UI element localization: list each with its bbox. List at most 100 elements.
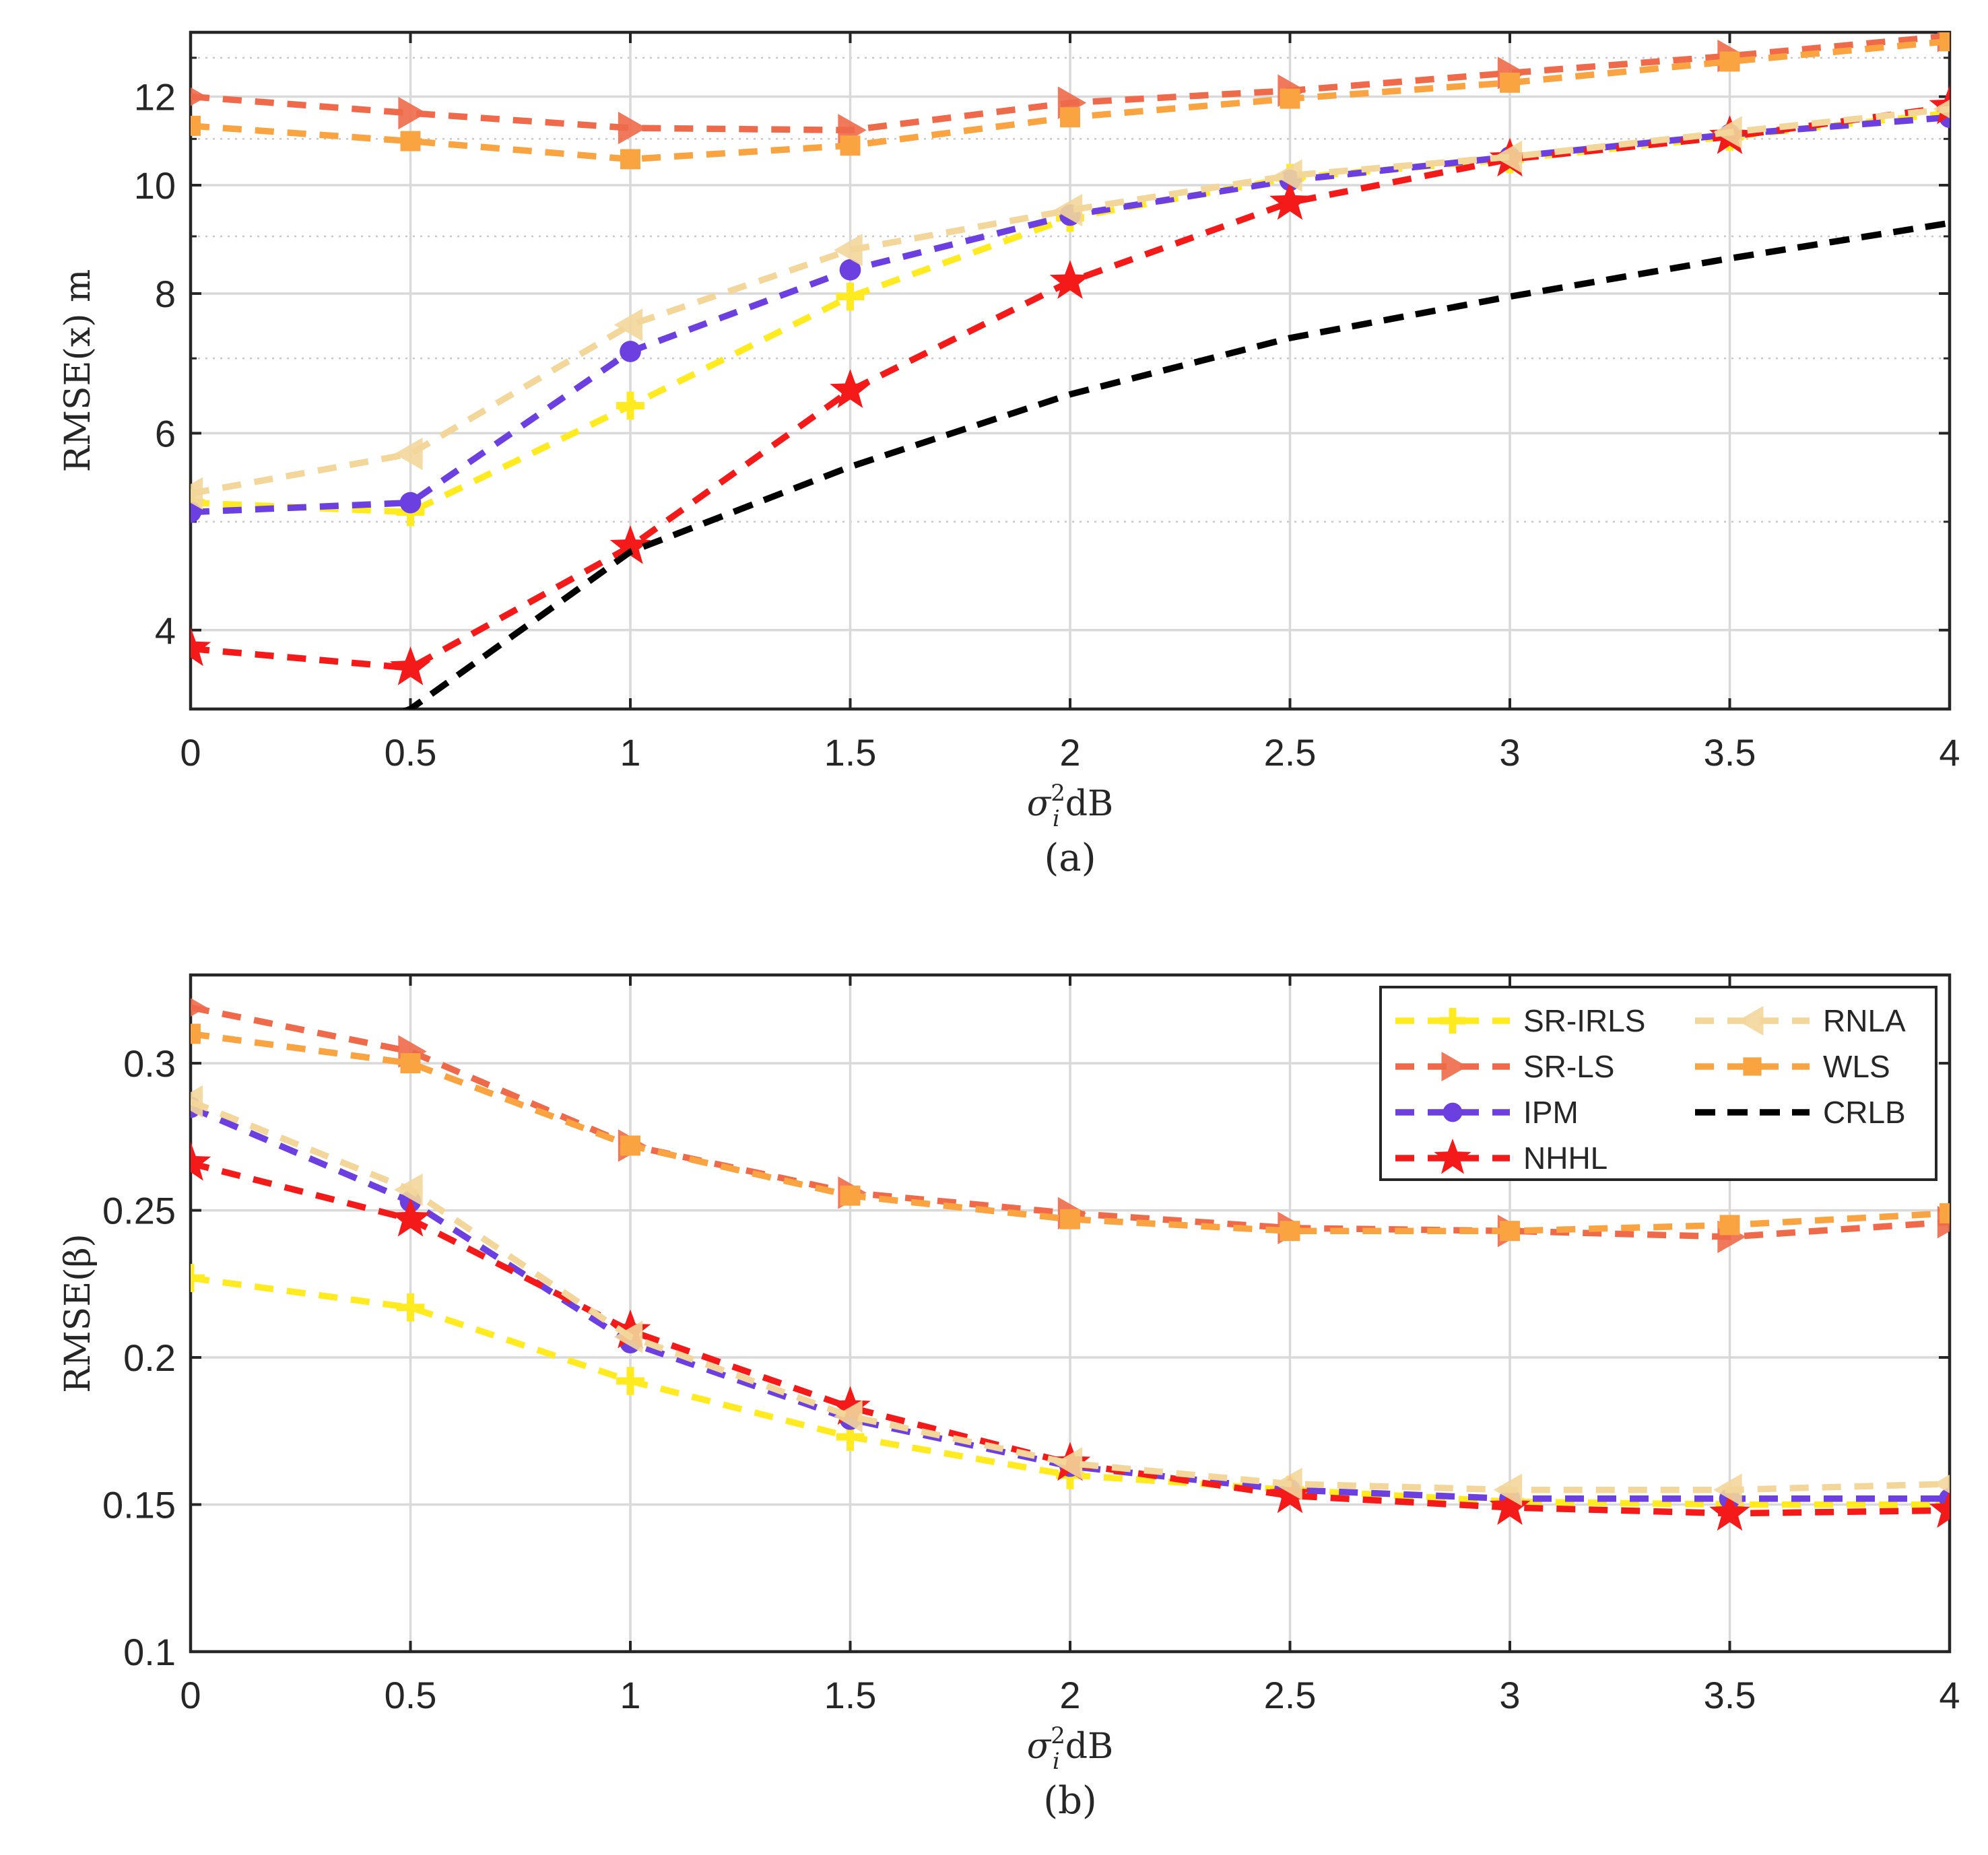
data-point-nhhl [1269,180,1311,220]
y-tick-label: 10 [134,164,176,207]
data-point-nhhl [1709,1491,1750,1531]
x-tick-label: 3 [1499,1674,1520,1716]
series-line-crlb [401,220,1950,709]
series-rnla [191,99,1950,510]
x-tick-label: 4 [1939,1674,1960,1716]
data-point-nhhl [1929,1489,1950,1528]
x-tick-label: 1.5 [824,731,877,774]
series-line-rnla [191,1098,1950,1493]
y-tick-label: 0.2 [123,1337,176,1379]
x-axis-label: σ2 i dB [1027,1722,1114,1775]
data-point-rnla [1053,1447,1083,1480]
series-line-wls [191,1030,1950,1234]
data-point-sr-ls [191,87,207,106]
data-point-ipm [620,341,641,362]
x-tick-label: 1 [620,731,640,774]
legend-item-nhhl: NHHL [1395,1139,1608,1176]
legend-label: CRLB [1823,1095,1906,1130]
data-point-rnla [1713,1473,1742,1506]
data-point-wls [1719,1215,1740,1236]
y-tick-label: 0.3 [123,1042,176,1085]
legend-item-wls: WLS [1695,1049,1890,1084]
legend-item-ipm: IPM [1395,1095,1579,1130]
x-axis-label-symbol: σ [1027,784,1052,824]
y-tick-label: 4 [155,609,176,652]
y-tick-label: 0.1 [123,1631,176,1673]
data-point-wls [1500,72,1520,93]
series-group [191,998,1950,1531]
x-tick-label: 0 [180,731,201,774]
x-axis-label-unit: dB [1065,784,1114,824]
x-axis-label-subscript: i [1053,805,1060,832]
x-tick-label: 3 [1499,731,1520,774]
series-line-rnla [191,106,1950,497]
y-axis-label: RMSE(β) [58,1234,98,1393]
data-point-rnla [834,234,863,267]
series-sr-ls [191,32,1950,147]
data-point-sr-ls [398,96,427,130]
data-point-wls [191,115,201,136]
data-point-wls [1060,107,1080,128]
series-crlb [401,220,1950,709]
data-point-wls [620,1135,640,1156]
data-point-rnla [614,308,643,341]
data-point-rnla [834,1400,863,1433]
x-axis-label-subscript: i [1053,1748,1060,1775]
data-point-nhhl [830,369,871,408]
data-point-rnla [394,1173,423,1207]
data-point-sr-ls [618,111,647,145]
data-point-rnla [1713,116,1742,149]
data-point-nhhl [191,1141,211,1181]
x-tick-label: 0 [180,1674,201,1716]
data-point-wls [1940,32,1950,52]
data-point-rnla [1273,1467,1302,1501]
legend-label: IPM [1523,1095,1579,1130]
data-point-nhhl [830,1386,871,1425]
legend-marker [1440,1008,1465,1034]
y-tick-label: 12 [134,76,176,119]
data-point-wls [1280,1221,1300,1242]
legend-marker [1441,1052,1467,1081]
x-tick-label: 3.5 [1704,1674,1756,1716]
x-tick-label: 1.5 [824,1674,877,1716]
data-point-rnla [1493,140,1523,174]
legend-label: RNLA [1823,1003,1906,1038]
x-tick-label: 4 [1939,731,1960,774]
series-nhhl [191,85,1950,685]
data-point-nhhl [191,627,211,667]
data-point-wls [840,135,861,156]
data-point-rnla [614,1320,643,1353]
series-group [191,32,1950,709]
data-point-rnla [1493,1473,1523,1506]
data-point-rnla [1053,193,1083,227]
grid [189,32,1951,709]
data-point-rnla [1933,99,1950,119]
x-tick-label: 2 [1059,1674,1080,1716]
chart-panel-b: 0 0.5 1 1.5 2 2.5 3 3.5 40.10.150.20.250.3σ2 i dB(… [58,973,1960,1823]
x-tick-label: 1 [620,1674,640,1716]
data-point-nhhl [1049,260,1091,299]
data-point-rnla [1273,159,1302,192]
legend-label: WLS [1823,1049,1890,1084]
x-tick-label: 2 [1059,731,1080,774]
legend-label: SR-IRLS [1523,1003,1645,1038]
y-tick-label: 0.15 [102,1484,176,1526]
legend-item-rnla: RNLA [1695,1003,1906,1038]
data-point-nhhl [1269,1474,1311,1514]
x-tick-label: 2.5 [1264,1674,1317,1716]
series-rnla [191,1085,1950,1506]
data-point-wls [1500,1221,1520,1242]
data-point-sr-irls [191,1264,205,1292]
legend-marker [1743,1057,1762,1076]
data-point-sr-irls [616,391,644,420]
data-point-nhhl [609,525,651,564]
legend-item-sr-ls: SR-LS [1395,1049,1614,1084]
y-tick-label: 0.25 [102,1190,176,1232]
y-axis-label: RMSE(x) m [58,269,98,473]
x-tick-label: 0.5 [385,731,437,774]
series-wls [191,32,1950,170]
legend-marker [1737,1006,1764,1036]
panel-label: (b) [1043,1779,1097,1823]
panel-label: (a) [1044,836,1096,880]
